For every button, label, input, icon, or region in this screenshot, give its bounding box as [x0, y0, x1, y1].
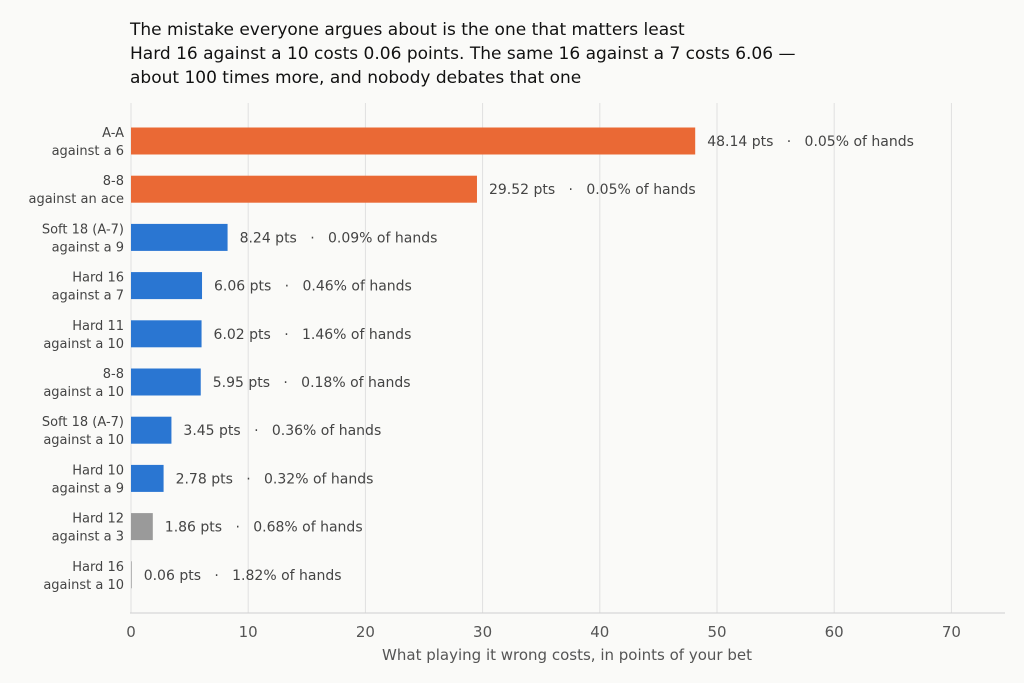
value-label: 8.24 pts · 0.09% of hands — [240, 230, 438, 246]
value-label: 6.02 pts · 1.46% of hands — [214, 327, 412, 343]
category-label: Hard 16 against a 7 — [52, 271, 124, 304]
bar — [131, 272, 203, 300]
value-label: 3.45 pts · 0.36% of hands — [183, 423, 381, 439]
bar — [131, 175, 477, 203]
x-axis-title: What playing it wrong costs, in points o… — [382, 646, 752, 664]
value-label: 5.95 pts · 0.18% of hands — [213, 375, 411, 391]
bar — [131, 368, 201, 396]
category-label: Hard 16 against a 10 — [43, 560, 124, 593]
bar — [131, 320, 202, 348]
value-label: 2.78 pts · 0.32% of hands — [176, 471, 374, 487]
x-tick-label: 60 — [825, 623, 844, 641]
value-label: 6.06 pts · 0.46% of hands — [214, 279, 412, 295]
x-tick-label: 10 — [239, 623, 258, 641]
bar — [131, 416, 172, 444]
x-tick-label: 50 — [707, 623, 726, 641]
x-tick-label: 30 — [473, 623, 492, 641]
category-label: 8-8 against a 10 — [43, 367, 124, 400]
value-label: 29.52 pts · 0.05% of hands — [489, 182, 696, 198]
category-label: Hard 11 against a 10 — [43, 319, 124, 352]
category-label: Soft 18 (A-7) against a 9 — [42, 222, 124, 255]
x-tick-label: 0 — [126, 623, 136, 641]
category-label: Soft 18 (A-7) against a 10 — [42, 415, 124, 448]
category-label: Hard 10 against a 9 — [52, 463, 124, 496]
bar — [131, 127, 696, 155]
bar — [131, 513, 153, 541]
value-label: 48.14 pts · 0.05% of hands — [707, 134, 914, 150]
category-label: Hard 12 against a 3 — [52, 512, 124, 545]
category-label: 8-8 against an ace — [29, 174, 125, 207]
chart-title-line: The mistake everyone argues about is the… — [129, 20, 685, 40]
x-tick-label: 40 — [590, 623, 609, 641]
value-label: 1.86 pts · 0.68% of hands — [165, 520, 363, 536]
bar — [131, 561, 132, 589]
x-tick-label: 20 — [356, 623, 375, 641]
chart-title-line: about 100 times more, and nobody debates… — [130, 68, 581, 88]
bar — [131, 464, 164, 492]
chart-title-line: Hard 16 against a 10 costs 0.06 points. … — [130, 44, 795, 64]
x-tick-label: 70 — [942, 623, 961, 641]
bar — [131, 223, 228, 251]
category-label: A-A against a 6 — [52, 126, 125, 159]
value-label: 0.06 pts · 1.82% of hands — [144, 568, 342, 584]
